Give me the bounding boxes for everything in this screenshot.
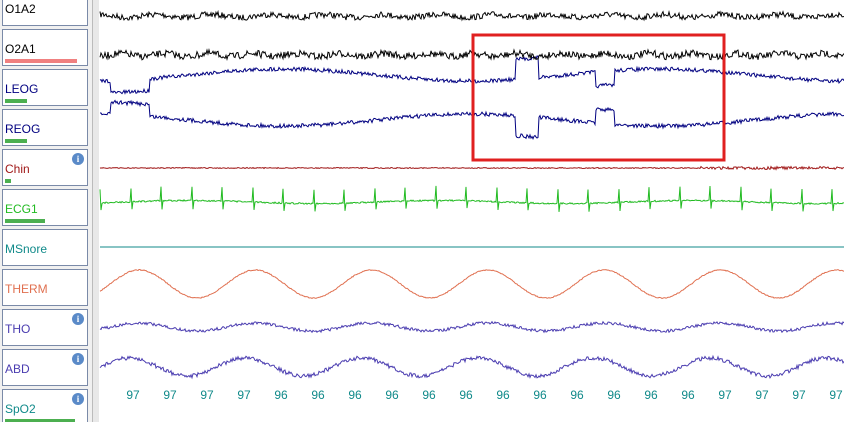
signal-trace [99,9,844,22]
channel-name: ABD [5,362,30,376]
spo2-reading: 97 [829,388,843,402]
spo2-reading: 96 [681,388,695,402]
channel-panel: O1A2 O2A1 LEOG REOG Chin i ECG1 MSnore THERM THO i… [0,0,92,422]
spo2-reading: 96 [607,388,621,402]
signal-trace [99,354,844,380]
spo2-reading: 96 [570,388,584,402]
channel-label[interactable]: THERM [2,269,88,306]
channel-name: SpO2 [5,402,36,416]
channel-name: THERM [5,282,48,296]
info-icon[interactable]: i [72,393,84,405]
level-bar [5,419,75,422]
spo2-reading: 96 [533,388,547,402]
spo2-reading: 96 [348,388,362,402]
highlight-box [471,33,726,162]
channel-name: THO [5,322,31,336]
info-icon[interactable]: i [72,313,84,325]
level-bar [5,139,27,143]
spo2-reading: 97 [792,388,806,402]
channel-name: Chin [5,162,30,176]
spo2-reading: 96 [311,388,325,402]
level-bar [5,179,11,183]
spo2-reading: 97 [163,388,177,402]
channel-label[interactable]: O1A2 [2,0,88,26]
level-bar [5,99,27,103]
channel-name: O1A2 [5,2,36,16]
channel-name: REOG [5,122,41,136]
channel-label[interactable]: Chin i [2,149,88,186]
info-icon[interactable]: i [72,353,84,365]
spo2-reading: 97 [755,388,769,402]
level-bar [5,219,45,223]
channel-label[interactable]: ECG1 [2,189,88,226]
channel-name: O2A1 [5,42,36,56]
channel-label[interactable]: SpO2 i [2,389,88,422]
signal-trace [99,320,844,334]
spo2-reading: 97 [237,388,251,402]
channel-label[interactable]: REOG [2,109,88,146]
channel-name: MSnore [5,242,48,256]
signal-trace [99,185,844,212]
spo2-reading: 96 [422,388,436,402]
spo2-reading: 97 [200,388,214,402]
level-bar [5,59,77,63]
channel-label[interactable]: THO i [2,309,88,346]
channel-name: ECG1 [5,202,38,216]
channel-label[interactable]: ABD i [2,349,88,386]
info-icon[interactable]: i [72,153,84,165]
channel-name: LEOG [5,82,39,96]
spo2-reading: 97 [126,388,140,402]
spo2-reading: 97 [718,388,732,402]
spo2-reading: 96 [644,388,658,402]
spo2-reading: 96 [496,388,510,402]
channel-label[interactable]: MSnore [2,229,88,266]
signal-trace [99,269,844,299]
channel-label[interactable]: LEOG [2,69,88,106]
signal-trace [99,165,844,171]
spo2-reading: 96 [274,388,288,402]
spo2-reading: 96 [459,388,473,402]
channel-label[interactable]: O2A1 [2,29,88,66]
scrollbar[interactable] [92,0,99,422]
spo2-reading: 96 [385,388,399,402]
